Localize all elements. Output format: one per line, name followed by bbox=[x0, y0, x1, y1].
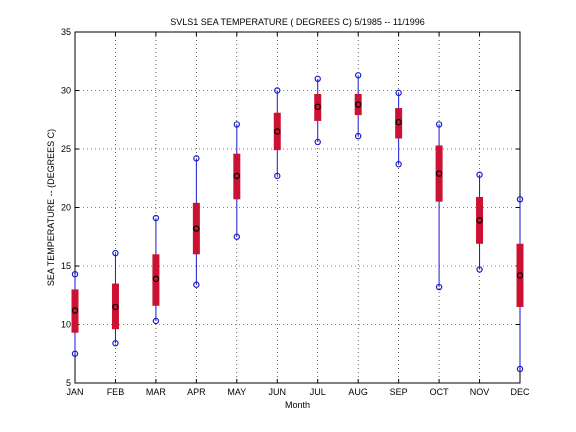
max-marker bbox=[516, 196, 524, 203]
median-marker bbox=[274, 128, 281, 135]
median-marker bbox=[193, 225, 200, 232]
x-tick-label: MAR bbox=[146, 387, 167, 397]
iqr-box bbox=[435, 145, 443, 202]
x-axis-label: Month bbox=[285, 400, 310, 410]
iqr-box bbox=[395, 108, 403, 139]
min-marker bbox=[152, 317, 160, 325]
x-tick-label: MAY bbox=[227, 387, 246, 397]
x-tick-label: JUL bbox=[310, 387, 326, 397]
box-may bbox=[233, 121, 241, 240]
iqr-box bbox=[516, 243, 524, 307]
median-marker bbox=[516, 272, 524, 279]
median-marker bbox=[233, 172, 241, 180]
median-marker bbox=[395, 118, 402, 126]
max-marker bbox=[112, 249, 119, 257]
grid-lines bbox=[75, 32, 520, 383]
box-feb bbox=[111, 249, 119, 347]
min-marker bbox=[233, 233, 241, 240]
x-tick-label: SEP bbox=[390, 387, 408, 397]
box-jun bbox=[273, 87, 281, 180]
x-tick-label: DEC bbox=[510, 387, 530, 397]
iqr-box bbox=[71, 289, 79, 333]
min-marker bbox=[274, 172, 281, 180]
axis-ticks: 5 10 15 20 25 30 35 JAN FEB MAR APR MAY JUN JUL AUG SEP… bbox=[61, 27, 530, 397]
min-marker bbox=[354, 132, 362, 140]
x-tick-label: JUN bbox=[269, 387, 287, 397]
iqr-box bbox=[476, 196, 484, 244]
max-marker bbox=[71, 270, 79, 278]
box-nov bbox=[476, 171, 484, 273]
y-tick-label: 30 bbox=[61, 86, 71, 96]
iqr-box bbox=[192, 202, 200, 255]
box-apr bbox=[192, 155, 200, 288]
box-aug bbox=[354, 72, 362, 140]
box-oct bbox=[435, 121, 443, 291]
box-sep bbox=[395, 89, 403, 168]
iqr-box bbox=[314, 94, 322, 121]
min-marker bbox=[71, 350, 79, 357]
x-tick-label: APR bbox=[187, 387, 206, 397]
y-tick-label: 25 bbox=[61, 144, 71, 154]
iqr-box bbox=[111, 283, 119, 330]
box-jan bbox=[71, 270, 79, 357]
chart-title: SVLS1 SEA TEMPERATURE ( DEGREES C) 5/198… bbox=[170, 17, 425, 27]
x-tick-label: OCT bbox=[430, 387, 450, 397]
box-dec bbox=[516, 196, 524, 373]
y-tick-label: 20 bbox=[61, 203, 71, 213]
min-marker bbox=[193, 281, 200, 288]
plot-area-frame bbox=[74, 31, 521, 384]
x-tick-label: AUG bbox=[348, 387, 368, 397]
max-marker bbox=[435, 121, 443, 128]
max-marker bbox=[314, 75, 321, 83]
y-tick-label: 5 bbox=[66, 378, 71, 388]
median-marker bbox=[354, 101, 362, 108]
min-marker bbox=[314, 138, 321, 146]
iqr-box bbox=[273, 112, 281, 151]
min-marker bbox=[112, 340, 119, 347]
min-marker bbox=[476, 266, 483, 273]
iqr-box bbox=[233, 153, 241, 200]
min-marker bbox=[516, 365, 524, 373]
iqr-box bbox=[354, 94, 362, 116]
iqr-box bbox=[152, 254, 160, 306]
max-marker bbox=[193, 155, 200, 162]
max-marker bbox=[274, 87, 281, 94]
max-marker bbox=[354, 72, 362, 79]
median-marker bbox=[112, 303, 119, 311]
min-marker bbox=[435, 283, 443, 291]
max-marker bbox=[152, 214, 160, 222]
x-tick-label: JAN bbox=[66, 387, 83, 397]
y-tick-label: 15 bbox=[61, 261, 71, 271]
median-marker bbox=[435, 170, 443, 177]
max-marker bbox=[395, 89, 402, 97]
box-jul bbox=[314, 75, 322, 146]
y-tick-label: 10 bbox=[61, 320, 71, 330]
median-marker bbox=[314, 103, 321, 111]
box-mar bbox=[152, 214, 160, 325]
median-marker bbox=[476, 217, 483, 224]
box-marks bbox=[71, 72, 524, 373]
min-marker bbox=[395, 161, 402, 168]
x-tick-label: NOV bbox=[470, 387, 490, 397]
x-tick-label: FEB bbox=[107, 387, 125, 397]
y-tick-label: 35 bbox=[61, 27, 71, 37]
max-marker bbox=[476, 171, 483, 178]
median-marker bbox=[152, 275, 160, 283]
max-marker bbox=[233, 121, 241, 128]
median-marker bbox=[71, 307, 79, 314]
y-axis-label: SEA TEMPERATURE -- (DEGREES C) bbox=[46, 129, 56, 286]
